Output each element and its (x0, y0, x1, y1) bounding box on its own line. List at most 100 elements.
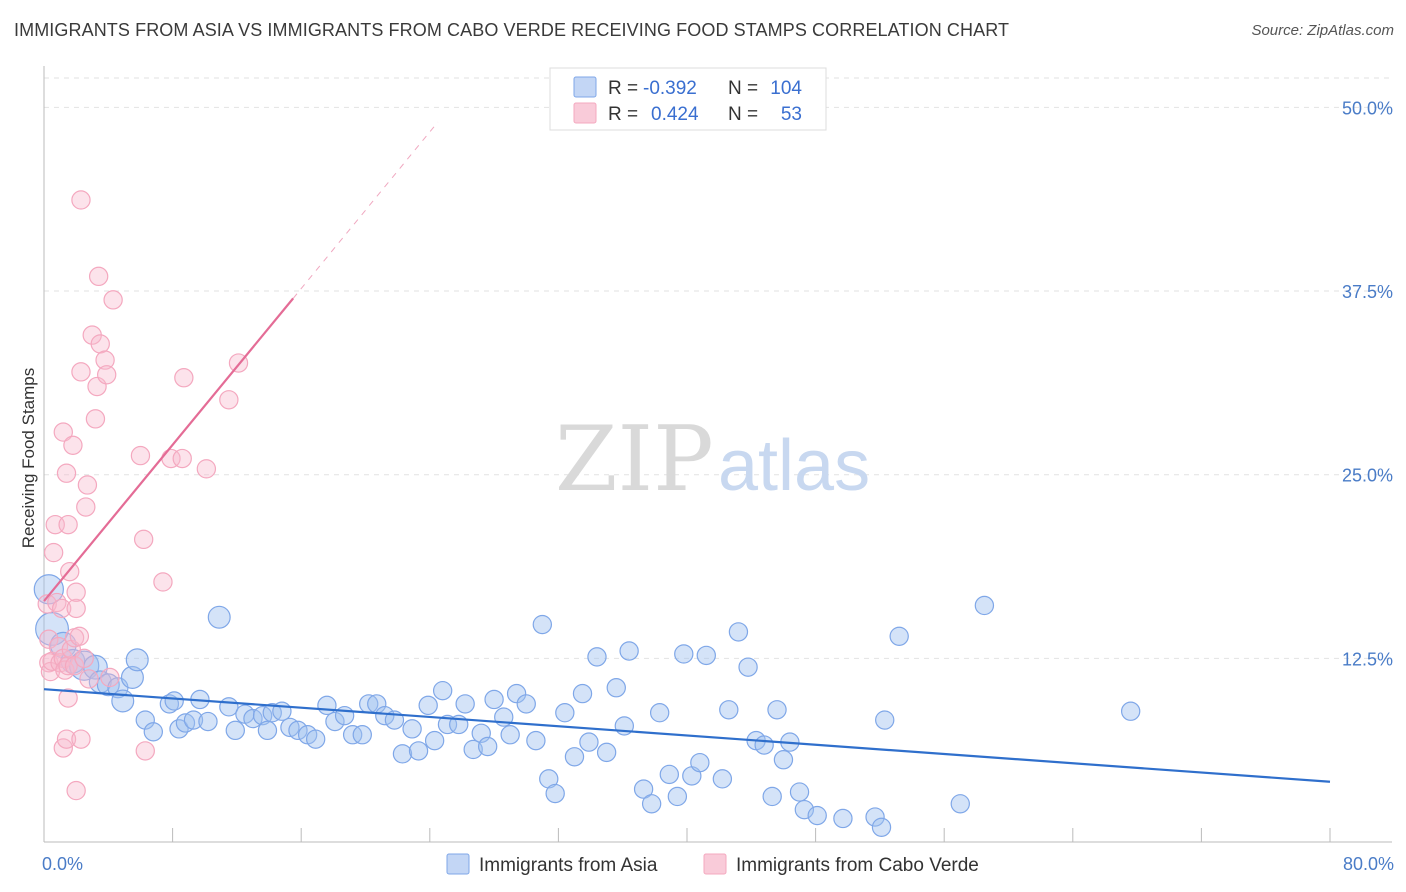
legend-swatch-cabo-verde (573, 102, 597, 124)
point-1-39 (88, 266, 109, 287)
point-0-100 (950, 794, 970, 814)
point-1-26 (66, 780, 86, 801)
point-1-19 (63, 435, 83, 455)
point-0-21 (207, 605, 231, 629)
point-1-14 (56, 463, 77, 483)
point-1-15 (58, 514, 78, 535)
point-0-60 (526, 730, 546, 751)
point-0-89 (767, 700, 787, 720)
point-0-93 (794, 799, 815, 820)
point-0-13 (143, 722, 164, 742)
point-1-30 (71, 362, 91, 382)
point-0-46 (418, 695, 438, 716)
point-0-59 (516, 694, 536, 714)
point-0-85 (738, 657, 758, 677)
trend-asia (43, 688, 1331, 783)
point-0-74 (641, 794, 662, 814)
point-1-33 (76, 497, 96, 517)
point-0-49 (437, 714, 458, 735)
point-0-54 (477, 736, 498, 757)
point-0-76 (659, 764, 680, 785)
point-0-98 (875, 710, 895, 730)
point-0-73 (633, 779, 654, 799)
x-tick-max: 80.0% (1343, 854, 1394, 874)
y-tick-label-0: 12.5% (1342, 649, 1393, 669)
point-0-33 (305, 729, 326, 749)
x-tick-min: 0.0% (42, 854, 83, 874)
series-cabo-verde (37, 190, 249, 801)
watermark: ZIP atlas (555, 407, 870, 512)
point-1-53 (219, 390, 239, 410)
point-0-92 (789, 782, 810, 802)
point-1-16 (58, 656, 78, 676)
y-tick-label-1: 25.0% (1342, 466, 1393, 486)
y-tick-label-3: 50.0% (1342, 98, 1393, 118)
point-1-24 (64, 656, 85, 676)
legend-r-asia: -0.392 (643, 78, 697, 99)
bottom-legend-swatch-cabo-verde (703, 853, 727, 875)
point-0-75 (649, 703, 670, 723)
point-0-67 (579, 732, 599, 752)
legend-n-cabo-verde: 53 (781, 104, 802, 125)
point-1-1 (39, 629, 59, 649)
point-0-57 (500, 725, 520, 745)
point-1-29 (71, 190, 91, 210)
point-0-64 (555, 703, 575, 723)
point-0-38 (352, 725, 372, 745)
point-0-88 (762, 786, 782, 807)
point-0-65 (564, 747, 585, 767)
point-0-70 (606, 678, 626, 698)
point-1-28 (69, 626, 90, 646)
y-tick-label-2: 37.5% (1342, 282, 1393, 302)
point-0-84 (728, 622, 749, 642)
point-1-52 (196, 459, 217, 479)
point-1-37 (85, 409, 106, 429)
point-0-101 (974, 595, 995, 616)
bottom-legend-cabo-verde: Immigrants from Cabo Verde (736, 855, 979, 876)
point-0-48 (432, 680, 453, 701)
point-1-0 (37, 594, 57, 614)
point-0-35 (325, 711, 345, 732)
point-0-77 (667, 786, 688, 807)
point-0-61 (532, 614, 553, 635)
legend: R = -0.392 N = 104 R = 0.424 N = 53 (549, 67, 827, 131)
trend-cabo-verde (43, 297, 295, 602)
point-1-50 (172, 448, 192, 469)
point-1-42 (97, 365, 117, 385)
point-0-12 (135, 710, 155, 730)
point-1-40 (90, 334, 110, 354)
point-0-87 (754, 735, 774, 755)
point-0-80 (690, 752, 710, 773)
point-1-41 (95, 350, 115, 370)
y-tick-labels: 12.5% 25.0% 37.5% 50.0% (1342, 98, 1393, 669)
point-0-63 (545, 783, 565, 804)
point-1-27 (66, 582, 86, 602)
point-0-96 (865, 807, 885, 827)
point-1-51 (174, 368, 194, 388)
point-0-78 (674, 644, 694, 664)
point-0-27 (257, 720, 278, 741)
legend-n-label-asia: N = (728, 78, 758, 99)
series-asia (33, 574, 1141, 837)
point-1-48 (153, 572, 173, 592)
point-0-45 (408, 741, 429, 761)
point-0-68 (587, 647, 607, 667)
point-0-18 (183, 710, 204, 730)
bottom-legend: Immigrants from Asia Immigrants from Cab… (446, 853, 979, 876)
chart-title: IMMIGRANTS FROM ASIA VS IMMIGRANTS FROM … (14, 20, 1010, 40)
point-0-102 (1120, 701, 1141, 721)
point-0-15 (164, 691, 184, 711)
point-0-34 (317, 695, 337, 716)
point-0-20 (198, 711, 218, 732)
point-0-23 (225, 720, 245, 741)
point-0-47 (424, 730, 445, 751)
watermark-zip: ZIP (555, 407, 714, 512)
point-0-44 (402, 719, 422, 739)
point-0-72 (619, 641, 639, 661)
point-0-52 (463, 739, 483, 760)
trend-lines (43, 121, 1331, 783)
watermark-atlas: atlas (718, 426, 870, 506)
bottom-legend-asia: Immigrants from Asia (479, 855, 658, 876)
point-0-81 (696, 645, 716, 666)
